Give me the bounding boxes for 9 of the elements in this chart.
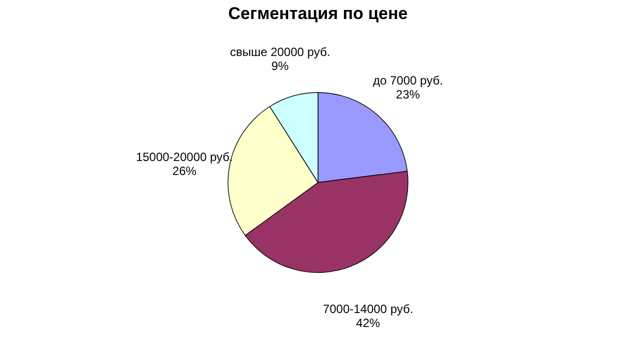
slice-label: 7000-14000 руб. <box>322 302 414 316</box>
slice-label: до 7000 руб. <box>372 73 443 88</box>
data-label: 42% <box>356 316 380 330</box>
data-label: 26% <box>172 164 197 178</box>
data-label: 23% <box>396 87 420 102</box>
slice-label: свыше 20000 руб. <box>230 44 330 59</box>
chart-title: Сегментация по цене <box>228 4 408 23</box>
data-label: 9% <box>271 58 290 73</box>
slice-label: 15000-20000 руб. <box>136 150 233 164</box>
